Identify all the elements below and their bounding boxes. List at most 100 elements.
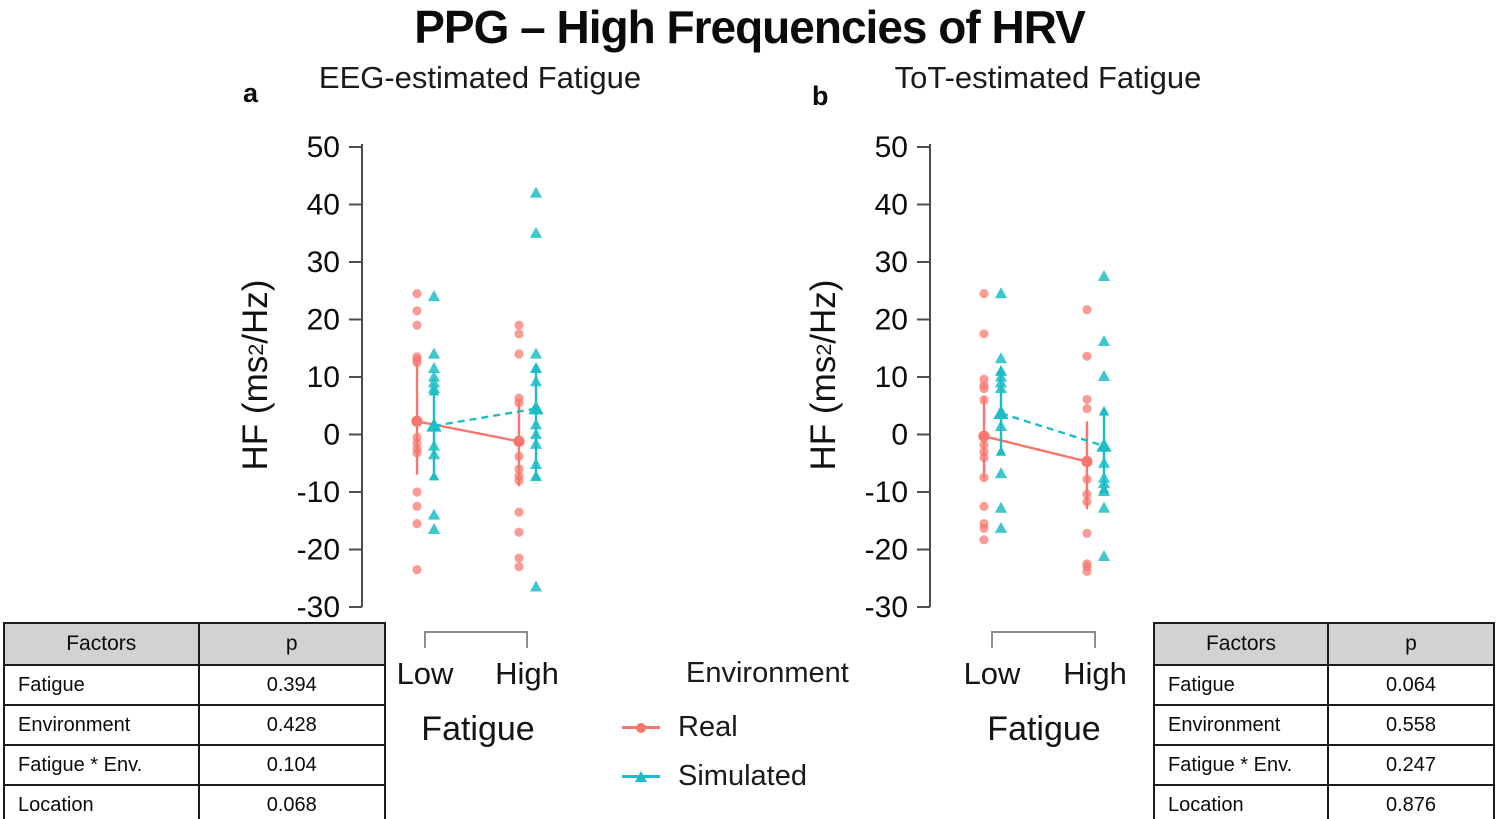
y-tick-label: -20 [865,534,908,567]
data-point [979,535,989,545]
data-point [979,501,989,511]
y-tick-label: 50 [875,131,908,164]
p-value-cell: 0.428 [197,704,386,746]
p-value-cell: 0.247 [1327,744,1495,786]
data-point [1097,334,1111,346]
data-point [514,475,524,486]
legend-item-simulated: Simulated [622,760,807,793]
data-point [1097,476,1111,488]
table-row: Location 0.068 [3,784,386,819]
p-value-cell: 0.876 [1327,784,1495,819]
y-tick-label: 40 [307,189,340,222]
factor-cell: Environment [3,704,200,746]
data-point [979,374,989,384]
panel-a-letter: a [243,78,259,108]
panel-b-letter: b [812,81,829,111]
mean-marker [993,405,1009,419]
table-row: Location 0.876 [1153,784,1495,819]
factor-cell: Fatigue [3,664,200,706]
data-point [994,376,1008,388]
data-point [427,508,441,520]
data-point [412,501,422,511]
data-point [412,306,422,316]
data-point [427,290,441,302]
table-row: Environment 0.428 [3,704,386,746]
mean-marker [978,430,990,442]
data-point [514,329,524,339]
figure-title: PPG – High Frequencies of HRV [414,1,1086,53]
p-value-cell: 0.064 [1327,664,1495,706]
data-point [994,467,1008,479]
data-point [1082,394,1092,405]
data-point [514,464,524,474]
legend-item-label: Real [678,711,738,743]
stats-table-eeg: Factors p Fatigue 0.394 Environment 0.428 Fati… [3,622,386,819]
data-point [1082,566,1092,576]
data-point [1097,485,1111,497]
mean-marker [1096,438,1112,452]
table-header-p: p [197,622,386,666]
data-point [1097,269,1111,281]
factor-cell: Fatigue [1153,664,1329,706]
data-point [514,562,524,572]
data-point [1097,550,1111,562]
table-row: Environment 0.558 [1153,704,1495,746]
mean-marker [411,415,423,427]
data-point [427,522,441,534]
p-value-cell: 0.558 [1327,704,1495,746]
data-point [427,370,441,382]
data-point [979,473,989,483]
data-point [529,186,543,198]
ci-end-marker [995,446,1007,456]
mean-marker [426,417,442,432]
panel-b-title: ToT-estimated Fatigue [894,60,1202,95]
panel-a-series-real [411,289,525,575]
table-row: Fatigue * Env. 0.247 [1153,744,1495,786]
data-point [529,418,543,430]
data-point [427,448,441,460]
p-value-cell: 0.104 [197,744,386,786]
data-point [979,523,989,533]
data-point [1082,497,1092,507]
data-point [514,553,524,563]
data-point [529,458,543,470]
data-point [427,361,441,373]
data-point [412,487,422,497]
table-header-factors: Factors [3,622,200,666]
data-point [1082,474,1092,484]
panel-b-plot: 50 40 30 20 10 0 -10 -20 -30 Low High Fatigue [865,131,1127,748]
y-tick-label: 50 [307,131,340,164]
y-tick-label: -30 [297,591,340,624]
data-point [529,347,543,359]
triangle-marker-icon [635,770,647,782]
data-point [994,420,1008,432]
panel-b-series-simulated [993,269,1112,562]
panel-a-series-simulated [426,186,544,592]
data-point [979,289,989,299]
data-point [994,382,1008,394]
y-tick-label: -30 [865,591,908,624]
data-point [529,580,543,592]
table-row: Fatigue * Env. 0.104 [3,744,386,786]
data-point [1097,370,1111,382]
data-point [979,383,989,394]
x-category-label-high: High [495,656,559,691]
data-point [1097,501,1111,513]
data-point [529,226,543,238]
data-point [979,395,989,405]
legend-item-label: Simulated [678,760,807,792]
y-tick-label: 30 [307,246,340,279]
y-tick-label: -20 [297,534,340,567]
data-point [427,376,441,388]
y-tick-label: -10 [297,476,340,509]
data-point [412,289,422,299]
data-point [412,320,422,330]
mean-connector-line [983,435,1088,463]
data-point [514,320,524,330]
mean-marker [1081,455,1093,468]
data-point [994,352,1008,364]
data-point [994,287,1008,299]
category-bracket [991,631,1096,648]
